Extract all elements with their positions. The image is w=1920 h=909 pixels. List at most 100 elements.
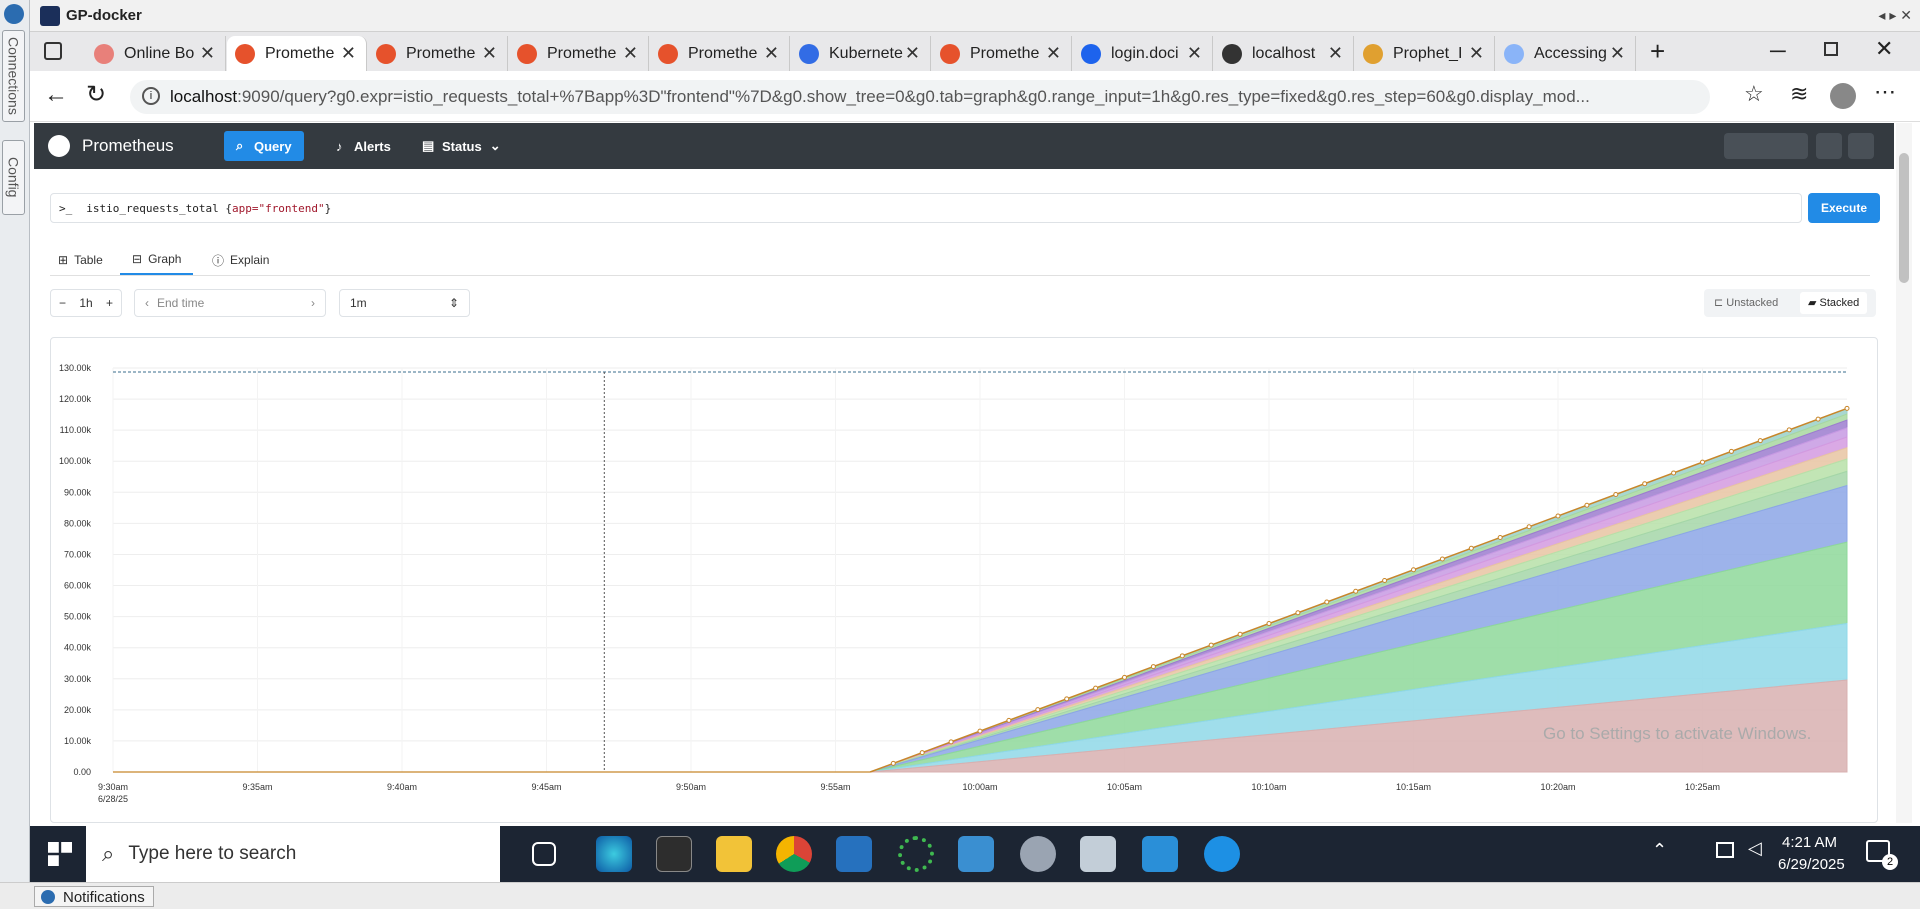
docs-icon[interactable] [1848,133,1874,159]
nav-query-label: Query [254,138,292,154]
config-tab[interactable]: Config [2,140,25,215]
increase-icon[interactable]: + [105,296,113,310]
stacked-button[interactable]: ▰ Stacked [1800,292,1868,314]
tab-close-icon[interactable]: ✕ [1045,43,1061,63]
settings-icon[interactable] [1816,133,1842,159]
end-time-placeholder: End time [157,296,205,310]
tab-close-icon[interactable]: ✕ [199,43,215,63]
y-tick-label: 20.00k [64,705,92,715]
more-icon[interactable]: ⋯ [1874,79,1896,104]
powershell-icon[interactable] [836,836,872,872]
tab-close-icon[interactable]: ✕ [1609,43,1625,63]
new-tab-icon[interactable]: + [1650,36,1666,66]
tab-label: localhost [1252,44,1316,62]
brand[interactable]: Prometheus [82,136,174,155]
chevron-left-icon[interactable]: ‹ [145,296,149,310]
restore-icon[interactable] [1824,42,1838,56]
app-icon [40,6,60,26]
task-view-icon[interactable] [532,842,556,866]
tab-close-icon[interactable]: ✕ [340,43,356,63]
browser-tab[interactable]: Prophet_I ✕ [1355,36,1495,71]
browser-tab[interactable]: Online Bo ✕ [86,36,226,71]
docker-icon[interactable] [1204,836,1240,872]
stacked-area-chart[interactable]: 0.00 10.00k 20.00k 30.00k 40.00k 50.00k 60.00k… [51,338,1879,824]
window-controls[interactable]: ◂ ▸ ✕ [1878,7,1912,23]
terminal-icon[interactable] [656,836,692,872]
tab-label: Promethe [688,44,758,62]
y-tick-label: 110.00k [60,425,92,435]
tab-close-icon[interactable]: ✕ [1327,43,1343,63]
back-icon[interactable]: ← [44,81,68,108]
tab-close-icon[interactable]: ✕ [481,43,497,63]
info-icon[interactable]: i [142,87,160,105]
data-point [1584,502,1590,508]
browser-tab[interactable]: Promethe ✕ [509,36,649,71]
browser-tab[interactable]: localhost ✕ [1214,36,1354,71]
data-point [1555,513,1561,519]
favorite-icon[interactable]: ☆ [1744,81,1764,106]
end-time-input[interactable]: ‹ End time › [134,289,326,317]
connections-tab[interactable]: Connections [2,30,25,122]
browser-tab[interactable]: Promethe ✕ [368,36,508,71]
notifications-button[interactable]: Notifications [34,886,154,907]
prometheus-logo-icon [48,135,70,157]
expression-input[interactable]: >_ istio_requests_total {app="frontend"} [50,193,1802,223]
nav-alerts-button[interactable]: ♪ Alerts [324,131,403,161]
tab-close-icon[interactable]: ✕ [1468,43,1484,63]
file-explorer-icon[interactable] [716,836,752,872]
taskbar-search[interactable]: ⌕ Type here to search [86,826,500,882]
browser-tab[interactable]: Promethe ✕ [227,36,367,71]
data-point [1786,427,1792,433]
tab-explain[interactable]: ⓘ Explain [206,245,275,275]
tab-close-icon[interactable]: ✕ [904,43,920,63]
settings-app-icon[interactable] [1020,836,1056,872]
y-tick-label: 90.00k [64,487,92,497]
chrome-icon[interactable] [776,836,812,872]
graph-icon: ⊟ [132,252,143,266]
browser-tab[interactable]: Kubernete ✕ [791,36,931,71]
browser-tab[interactable]: Accessing ✕ [1496,36,1636,71]
remote-desktop-icon[interactable] [1080,836,1116,872]
volume-icon[interactable]: ◁ [1748,838,1762,858]
chevron-right-icon[interactable]: › [311,296,315,310]
execute-button[interactable]: Execute [1808,193,1880,223]
minimize-icon[interactable]: ─ [1770,38,1786,63]
powershell-ise-icon[interactable] [958,836,994,872]
browser-tab[interactable]: Promethe ✕ [650,36,790,71]
unstacked-button[interactable]: ⊏ Unstacked [1714,296,1778,309]
data-point [1035,707,1041,713]
range-input[interactable]: −1h + [50,289,122,317]
browser-tab[interactable]: login.doci ✕ [1073,36,1213,71]
clock-date[interactable]: 6/29/2025 [1778,856,1845,873]
close-window-icon[interactable]: ✕ [1875,36,1894,61]
tab-graph[interactable]: ⊟ Graph [120,245,194,275]
network-icon[interactable] [1716,842,1734,858]
edge-icon[interactable] [596,836,632,872]
browser-tab[interactable]: Promethe ✕ [932,36,1072,71]
nav-query-button[interactable]: ⌕ Query [224,131,304,161]
windows-activation-watermark: Go to Settings to activate Windows. [1543,724,1812,743]
data-point [1526,524,1532,530]
vscode-icon[interactable] [1142,836,1178,872]
decrease-icon[interactable]: − [59,296,67,310]
tab-close-icon[interactable]: ✕ [622,43,638,63]
resolution-select[interactable]: 1m ⇕ [339,289,470,317]
notification-center-icon[interactable] [1866,840,1890,862]
scrollbar-thumb[interactable] [1899,153,1909,283]
start-icon[interactable] [48,842,72,866]
page-scrollbar[interactable] [1896,123,1912,823]
nav-status-button[interactable]: ▤ Status ⌄ [410,131,513,161]
data-point [1728,448,1734,454]
avatar[interactable] [1830,83,1856,109]
loading-app-icon[interactable] [898,836,934,872]
tab-close-icon[interactable]: ✕ [1186,43,1202,63]
tray-chevron-icon[interactable]: ⌃ [1652,840,1668,860]
tab-close-icon[interactable]: ✕ [763,43,779,63]
reload-icon[interactable]: ↻ [86,81,107,108]
tab-table[interactable]: ⊞ Table [50,245,111,275]
collections-icon[interactable]: ≋ [1790,81,1809,106]
tab-actions-icon[interactable] [44,42,62,60]
address-bar[interactable]: i localhost:9090/query?g0.expr=istio_req… [130,80,1710,114]
clock-time[interactable]: 4:21 AM [1782,834,1838,851]
theme-switch[interactable] [1724,133,1808,159]
